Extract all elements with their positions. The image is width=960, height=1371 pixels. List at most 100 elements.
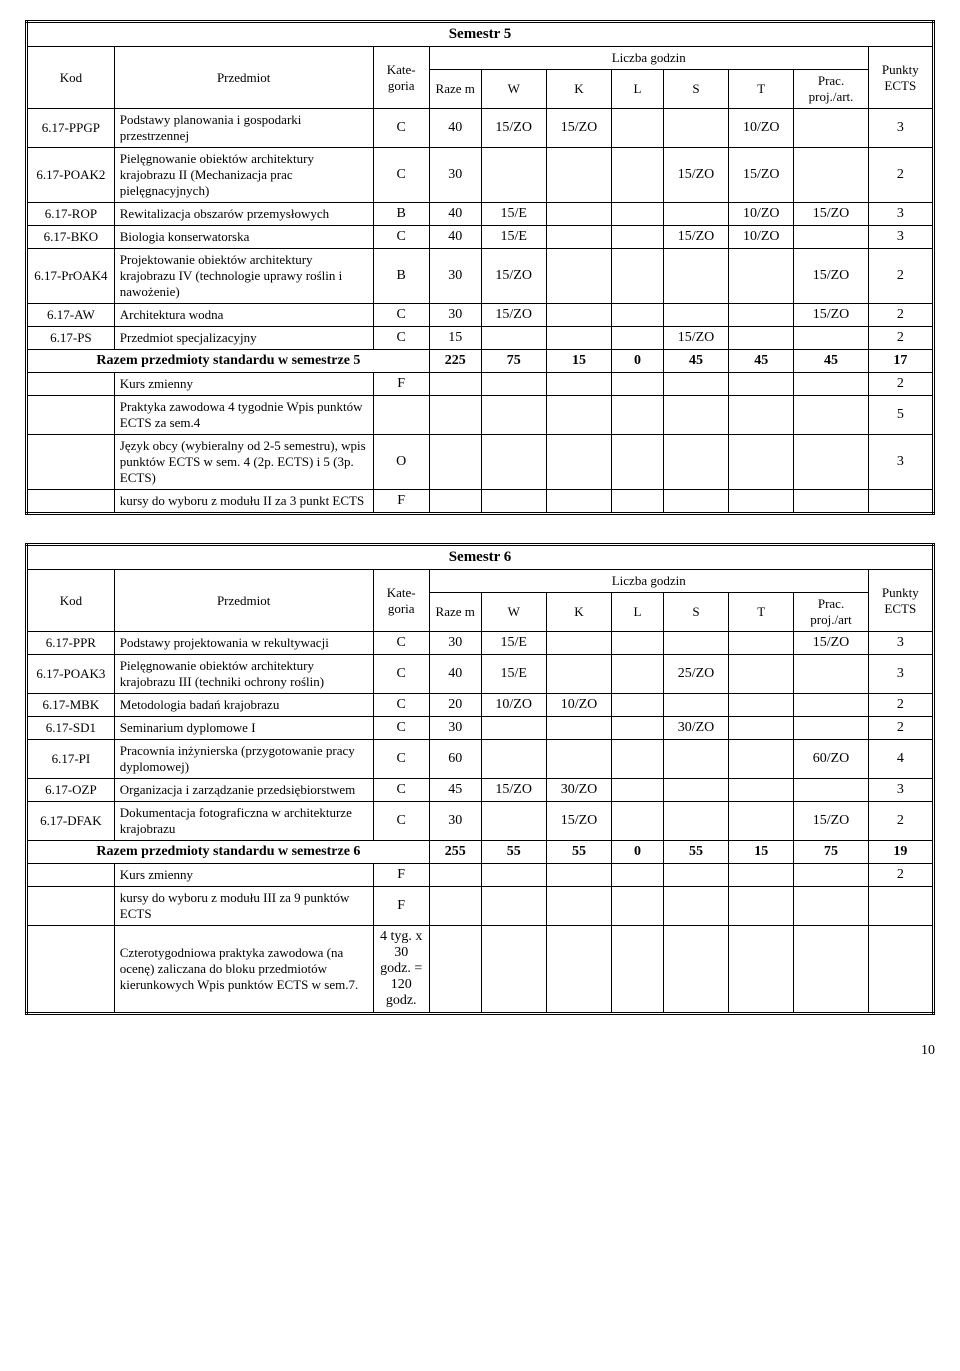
cell-T [729,740,794,779]
cell-empty [794,373,868,396]
cell-K [546,304,611,327]
table-row: 6.17-PrOAK4Projektowanie obiektów archit… [27,249,934,304]
cell-empty [729,926,794,1014]
cell-empty [481,887,546,926]
cell-S [663,109,728,148]
hdr6-ects: Punkty ECTS [868,570,933,632]
cell-razem: 30 [429,304,481,327]
cell-empty [663,864,728,887]
cell-L [612,632,664,655]
cell-empty [546,864,611,887]
cell-L [612,740,664,779]
cell-subject: Pielęgnowanie obiektów architektury kraj… [114,148,373,203]
cell-W: 15/E [481,655,546,694]
cell-P [794,109,868,148]
cell-kod: 6.17-POAK3 [27,655,115,694]
cell-L [612,802,664,841]
cell-kat: C [373,655,429,694]
cell-T: 10/ZO [729,203,794,226]
cell-empty [27,396,115,435]
cell-subject: Język obcy (wybieralny od 2-5 semestru),… [114,435,373,490]
sem6-sum-row: Razem przedmioty standardu w semestrze 6… [27,841,934,864]
cell-subject: Kurs zmienny [114,373,373,396]
cell-subject: kursy do wyboru z modułu III za 9 punktó… [114,887,373,926]
sem5-rows: 6.17-PPGPPodstawy planowania i gospodark… [27,109,934,350]
cell-ects: 4 [868,740,933,779]
cell-empty [663,435,728,490]
cell-ects: 2 [868,802,933,841]
cell-K: 30/ZO [546,779,611,802]
sem5-sum-raz: 225 [429,350,481,373]
cell-W: 15/E [481,226,546,249]
sem6-sum-E: 19 [868,841,933,864]
cell-S [663,249,728,304]
cell-empty [729,490,794,514]
hdr-razem: Raze m [429,70,481,109]
cell-empty [729,373,794,396]
cell-kat: C [373,226,429,249]
cell-subject: Organizacja i zarządzanie przedsiębiorst… [114,779,373,802]
table-row: 6.17-PPRPodstawy projektowania w rekulty… [27,632,934,655]
hdr-kategoria: Kate-goria [373,47,429,109]
page-number: 10 [25,1043,935,1059]
hdr-przedmiot: Przedmiot [114,47,373,109]
extra-row: Kurs zmiennyF2 [27,373,934,396]
sem6-title: Semestr 6 [27,545,934,570]
hdr-prac: Prac. proj./art. [794,70,868,109]
cell-empty [27,490,115,514]
cell-T [729,694,794,717]
sem5-sum-W: 75 [481,350,546,373]
hdr-S: S [663,70,728,109]
cell-empty [612,887,664,926]
extra-row: kursy do wyboru z modułu II za 3 punkt E… [27,490,934,514]
cell-L [612,327,664,350]
cell-P [794,655,868,694]
cell-empty [27,373,115,396]
cell-empty [429,926,481,1014]
cell-ects: 2 [868,373,933,396]
hdr6-S: S [663,593,728,632]
cell-L [612,109,664,148]
cell-empty [27,435,115,490]
hdr6-T: T [729,593,794,632]
cell-L [612,148,664,203]
cell-kod: 6.17-PrOAK4 [27,249,115,304]
cell-empty [27,864,115,887]
hdr6-prac: Prac. proj./art [794,593,868,632]
table-row: 6.17-MBKMetodologia badań krajobrazuC201… [27,694,934,717]
cell-L [612,304,664,327]
cell-empty [429,396,481,435]
cell-T: 10/ZO [729,226,794,249]
hdr6-W: W [481,593,546,632]
cell-empty [612,864,664,887]
cell-W: 15/E [481,203,546,226]
cell-subject: kursy do wyboru z modułu II za 3 punkt E… [114,490,373,514]
cell-empty [546,396,611,435]
cell-kat: C [373,802,429,841]
cell-empty [481,490,546,514]
cell-W [481,327,546,350]
hdr-liczba: Liczba godzin [429,47,868,70]
cell-K [546,226,611,249]
table-row: 6.17-DFAKDokumentacja fotograficzna w ar… [27,802,934,841]
cell-subject: Czterotygodniowa praktyka zawodowa (na o… [114,926,373,1014]
hdr6-przedmiot: Przedmiot [114,570,373,632]
sem6-sum-K: 55 [546,841,611,864]
hdr-K: K [546,70,611,109]
cell-empty [429,435,481,490]
cell-subject: Architektura wodna [114,304,373,327]
table-row: 6.17-AWArchitektura wodnaC3015/ZO15/ZO2 [27,304,934,327]
cell-L [612,203,664,226]
cell-razem: 15 [429,327,481,350]
cell-kod: 6.17-ROP [27,203,115,226]
cell-razem: 40 [429,226,481,249]
cell-P: 15/ZO [794,203,868,226]
cell-kat: F [373,864,429,887]
cell-empty [429,373,481,396]
cell-empty [429,490,481,514]
cell-empty [794,490,868,514]
sem6-sum-label: Razem przedmioty standardu w semestrze 6 [27,841,430,864]
cell-razem: 30 [429,632,481,655]
hdr6-kategoria: Kate-goria [373,570,429,632]
cell-T [729,802,794,841]
